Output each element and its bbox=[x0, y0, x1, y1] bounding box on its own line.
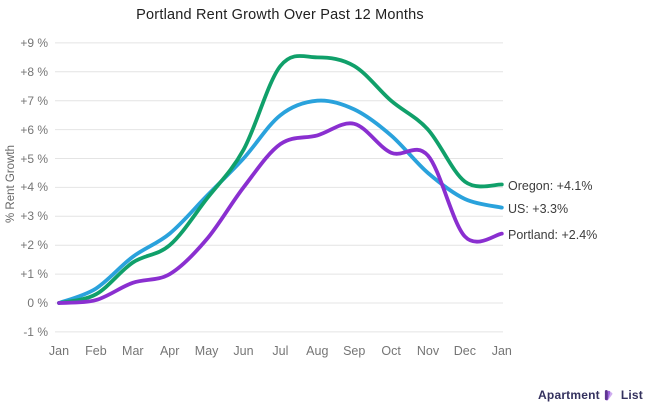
x-tick-label: Jan bbox=[48, 344, 70, 358]
y-tick-label: -1 % bbox=[23, 324, 48, 339]
apartment-list-logo: Apartment List bbox=[538, 387, 643, 402]
y-tick-label: +2 % bbox=[20, 238, 48, 253]
x-tick-label: Feb bbox=[85, 344, 107, 358]
us-line bbox=[57, 98, 504, 305]
y-tick-label: 0 % bbox=[27, 296, 48, 310]
x-tick-label: Jun bbox=[233, 344, 254, 358]
logo-word-list: List bbox=[620, 387, 643, 402]
y-tick-label: +1 % bbox=[20, 267, 48, 282]
x-tick-label: Mar bbox=[122, 344, 144, 358]
oregon-line bbox=[57, 54, 504, 305]
portland-end-label: Portland: +2.4% bbox=[508, 228, 598, 243]
x-tick-label: Sep bbox=[343, 344, 366, 358]
y-tick-label: +4 % bbox=[20, 180, 48, 195]
oregon-end-label: Oregon: +4.1% bbox=[508, 179, 593, 193]
us-end-label: US: +3.3% bbox=[508, 202, 569, 217]
chart-title: Portland Rent Growth Over Past 12 Months bbox=[136, 7, 424, 23]
x-tick-label: Dec bbox=[453, 344, 476, 358]
apartment-list-icon bbox=[604, 390, 613, 401]
x-tick-label: Aug bbox=[306, 344, 329, 358]
y-tick-label: +9 % bbox=[20, 35, 48, 50]
x-tick-label: Jan bbox=[491, 344, 512, 358]
y-tick-label: +5 % bbox=[20, 151, 48, 166]
y-tick-label: +3 % bbox=[20, 209, 48, 224]
y-tick-label: +6 % bbox=[20, 122, 48, 137]
y-tick-label: +7 % bbox=[20, 93, 48, 108]
portland-line bbox=[57, 121, 504, 305]
x-tick-label: Oct bbox=[381, 344, 401, 358]
x-tick-label: May bbox=[194, 344, 219, 358]
y-tick-label: +8 % bbox=[20, 64, 48, 79]
logo-word-apartment: Apartment bbox=[538, 387, 600, 402]
x-tick-label: Jul bbox=[272, 344, 289, 358]
x-tick-label: Nov bbox=[416, 344, 440, 358]
x-tick-label: Apr bbox=[159, 344, 180, 358]
